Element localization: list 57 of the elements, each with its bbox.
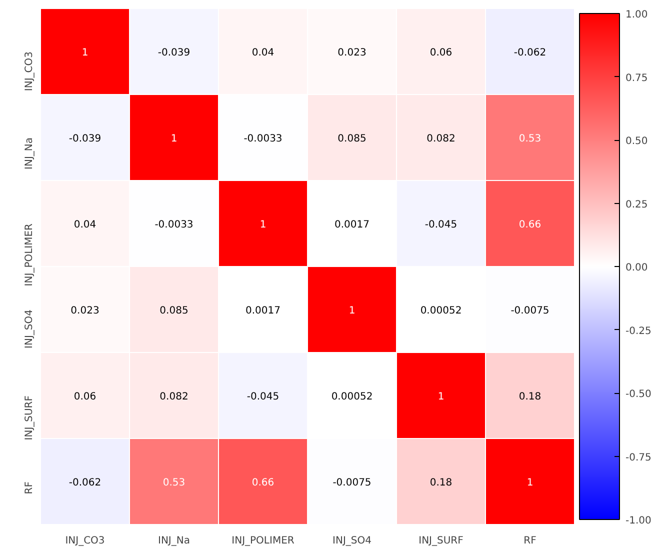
y-tick-label: INJ_SO4: [24, 309, 35, 348]
data-label: 1: [260, 220, 266, 230]
data-label: 1: [438, 392, 444, 402]
data-label: 0.06: [430, 48, 452, 58]
y-tick-label: INJ_CO3: [24, 51, 35, 92]
data-label: 0.00052: [331, 392, 373, 402]
data-label: 0.082: [426, 134, 456, 144]
data-label: -0.062: [514, 48, 546, 58]
data-label: 0.06: [74, 392, 96, 402]
data-label: 0.0017: [334, 220, 370, 230]
color-bar-label: 0.25: [626, 199, 648, 210]
data-label: -0.0033: [244, 134, 282, 144]
y-tick-label: INJ_SURF: [24, 395, 35, 440]
x-tick-label: RF: [524, 536, 537, 546]
x-tick-label: INJ_POLIMER: [232, 536, 294, 546]
color-bar-label: 0.00: [626, 262, 648, 274]
data-label: 0.023: [338, 48, 366, 58]
data-label: 0.04: [74, 220, 96, 230]
color-bar-label: -0.50: [626, 389, 652, 400]
data-label: 0.66: [252, 478, 274, 488]
y-tick-label: RF: [24, 481, 35, 494]
data-label: 1: [170, 134, 178, 144]
data-label: 1: [526, 478, 534, 488]
data-label: -0.0033: [154, 220, 194, 230]
data-label: 0.04: [252, 48, 274, 58]
data-label: 0.53: [162, 478, 186, 488]
data-label: 0.023: [70, 306, 100, 316]
data-label: 0.0017: [246, 306, 281, 316]
data-label: -0.0075: [332, 478, 372, 488]
data-label: 1: [82, 48, 88, 58]
color-bar-label: 0.75: [626, 72, 648, 84]
data-label: 0.18: [430, 478, 452, 488]
color-bar-label: 0.50: [626, 136, 648, 147]
data-label: 0.18: [518, 392, 542, 402]
y-tick-label: INJ_Na: [24, 137, 35, 170]
x-tick-label: INJ_SURF: [418, 536, 464, 546]
data-label: 0.53: [518, 134, 542, 144]
x-tick-label: INJ_Na: [158, 536, 190, 546]
data-label: -0.0075: [510, 306, 550, 316]
color-bar-label: -0.25: [626, 326, 652, 337]
data-label: 0.082: [160, 392, 188, 402]
data-label: -0.045: [246, 392, 280, 402]
color-bar-label: -1.00: [626, 516, 652, 526]
data-label: -0.062: [68, 478, 102, 488]
y-tick-label: INJ_POLIMER: [24, 223, 35, 286]
data-label: -0.039: [158, 48, 190, 58]
data-label: -0.039: [68, 134, 102, 144]
data-label: -0.045: [424, 220, 458, 230]
data-label: 0.66: [518, 220, 542, 230]
x-tick-label: INJ_SO4: [332, 536, 372, 546]
data-label: 0.085: [338, 134, 366, 144]
data-label: 0.085: [160, 306, 188, 316]
data-label: 1: [348, 306, 356, 316]
color-bar-label: -0.75: [626, 452, 652, 464]
data-label: 0.00052: [420, 306, 462, 316]
x-tick-label: INJ_CO3: [65, 536, 105, 546]
color-bar-label: 1.00: [626, 10, 648, 20]
